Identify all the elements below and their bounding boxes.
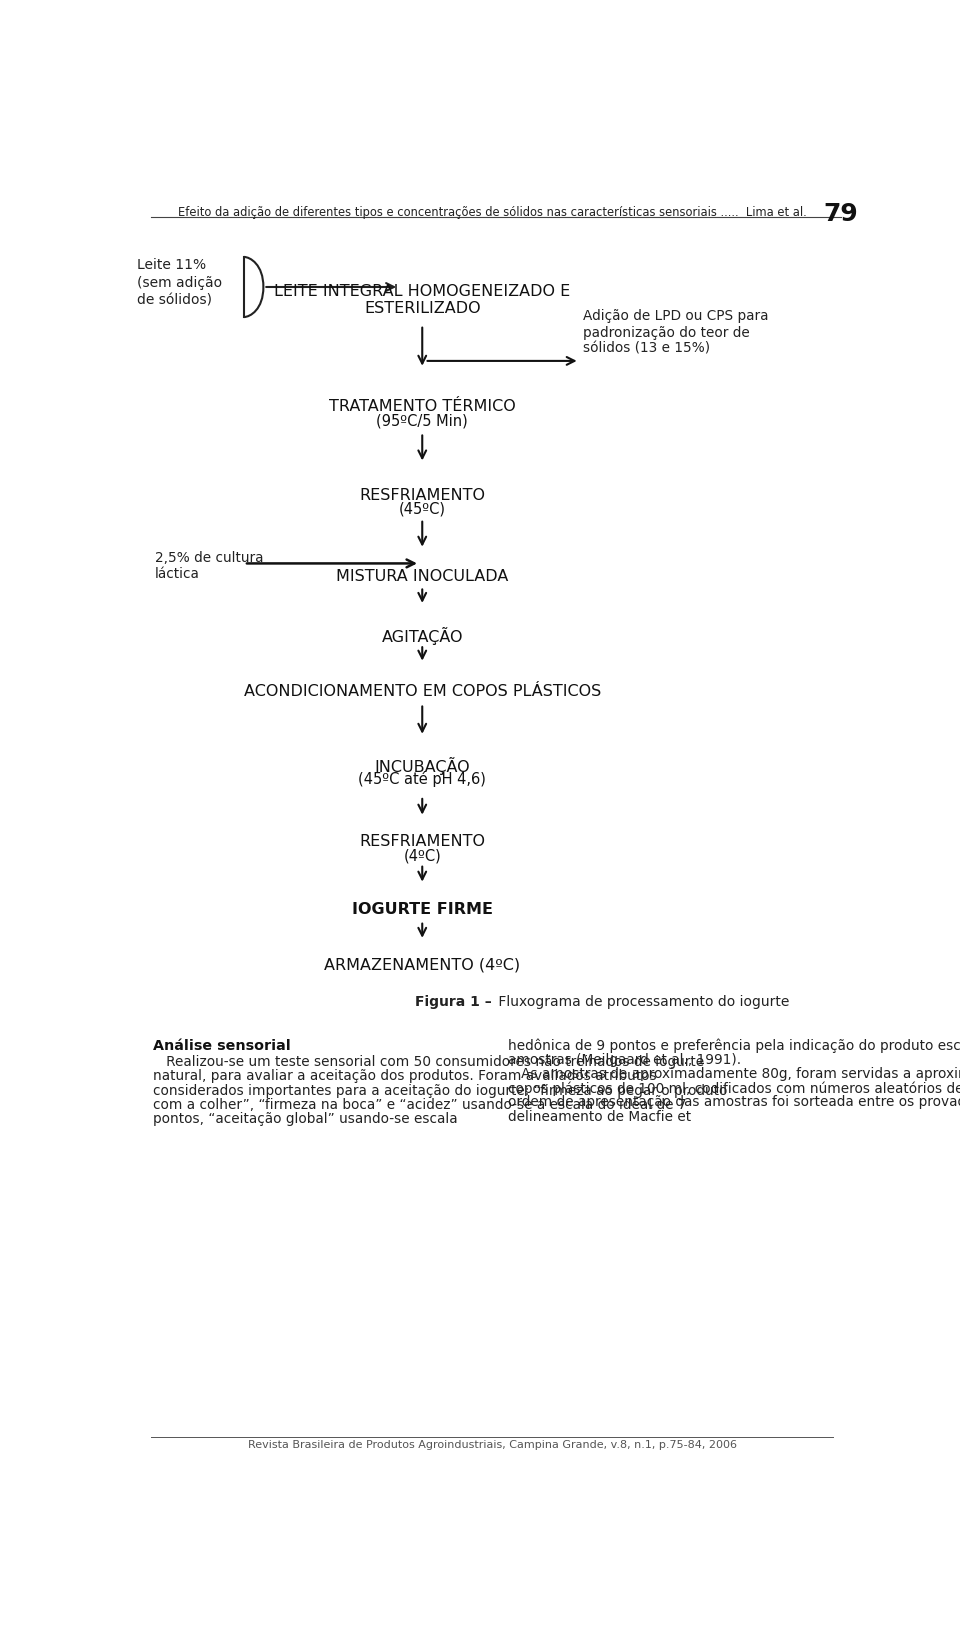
Text: copos plásticos de 100 ml, codificados com números aleatórios de 3 dígitos. A: copos plásticos de 100 ml, codificados c… — [508, 1081, 960, 1096]
Text: TRATAMENTO TÉRMICO: TRATAMENTO TÉRMICO — [329, 399, 516, 415]
Text: 79: 79 — [824, 202, 858, 226]
Text: natural, para avaliar a aceitação dos produtos. Foram avaliados atributos: natural, para avaliar a aceitação dos pr… — [153, 1070, 657, 1083]
Text: amostras (Meilgaard et al., 1991).: amostras (Meilgaard et al., 1991). — [508, 1053, 740, 1066]
Text: MISTURA INOCULADA: MISTURA INOCULADA — [336, 568, 509, 584]
Text: RESFRIAMENTO: RESFRIAMENTO — [359, 835, 485, 850]
Text: de sólidos): de sólidos) — [137, 295, 212, 308]
Text: (95ºC/5 Min): (95ºC/5 Min) — [376, 414, 468, 428]
Text: ARMAZENAMENTO (4ºC): ARMAZENAMENTO (4ºC) — [324, 957, 520, 972]
Text: AGITAÇÃO: AGITAÇÃO — [381, 627, 463, 645]
Text: (4ºC): (4ºC) — [403, 848, 442, 863]
Text: pontos, “aceitação global” usando-se escala: pontos, “aceitação global” usando-se esc… — [153, 1112, 457, 1127]
Text: Análise sensorial: Análise sensorial — [153, 1039, 290, 1053]
Text: (sem adição: (sem adição — [137, 277, 222, 290]
Text: As amostras de aproximadamente 80g, foram servidas a aproximadamente 7ºC em: As amostras de aproximadamente 80g, fora… — [508, 1066, 960, 1081]
Text: Figura 1 –: Figura 1 – — [416, 995, 492, 1009]
Text: INCUBAÇÃO: INCUBAÇÃO — [374, 757, 470, 775]
Text: considerados importantes para a aceitação do iogurte: “firmeza ao pegar o produt: considerados importantes para a aceitaçã… — [153, 1084, 727, 1097]
Text: hedônica de 9 pontos e preferência pela indicação do produto escolhido entre 5: hedônica de 9 pontos e preferência pela … — [508, 1039, 960, 1053]
Text: 2,5% de cultura
láctica: 2,5% de cultura láctica — [155, 552, 263, 581]
Text: RESFRIAMENTO: RESFRIAMENTO — [359, 488, 485, 503]
Text: Adição de LPD ou CPS para
padronização do teor de
sólidos (13 e 15%): Adição de LPD ou CPS para padronização d… — [584, 309, 769, 357]
Text: ordem de apresentação das amostras foi sorteada entre os provadores seguindo: ordem de apresentação das amostras foi s… — [508, 1096, 960, 1110]
Text: ACONDICIONAMENTO EM COPOS PLÁSTICOS: ACONDICIONAMENTO EM COPOS PLÁSTICOS — [244, 684, 601, 700]
Text: Revista Brasileira de Produtos Agroindustriais, Campina Grande, v.8, n.1, p.75-8: Revista Brasileira de Produtos Agroindus… — [248, 1439, 736, 1449]
Text: IOGURTE FIRME: IOGURTE FIRME — [351, 902, 492, 917]
Text: (45ºC até pH 4,6): (45ºC até pH 4,6) — [358, 772, 486, 788]
Text: Realizou-se um teste sensorial com 50 consumidores não treinados de iogurte: Realizou-se um teste sensorial com 50 co… — [153, 1055, 704, 1070]
Text: Fluxograma de processamento do iogurte: Fluxograma de processamento do iogurte — [493, 995, 789, 1009]
Text: (45ºC): (45ºC) — [398, 501, 445, 516]
Text: delineamento de Macfie et: delineamento de Macfie et — [508, 1110, 690, 1123]
Text: com a colher”, “firmeza na boca” e “acidez” usando-se a escala do ideal de 7: com a colher”, “firmeza na boca” e “acid… — [153, 1097, 686, 1112]
Text: LEITE INTEGRAL HOMOGENEIZADO E
ESTERILIZADO: LEITE INTEGRAL HOMOGENEIZADO E ESTERILIZ… — [275, 283, 570, 316]
Text: Leite 11%: Leite 11% — [137, 259, 206, 272]
Text: Efeito da adição de diferentes tipos e concentrações de sólidos nas característi: Efeito da adição de diferentes tipos e c… — [178, 207, 806, 220]
